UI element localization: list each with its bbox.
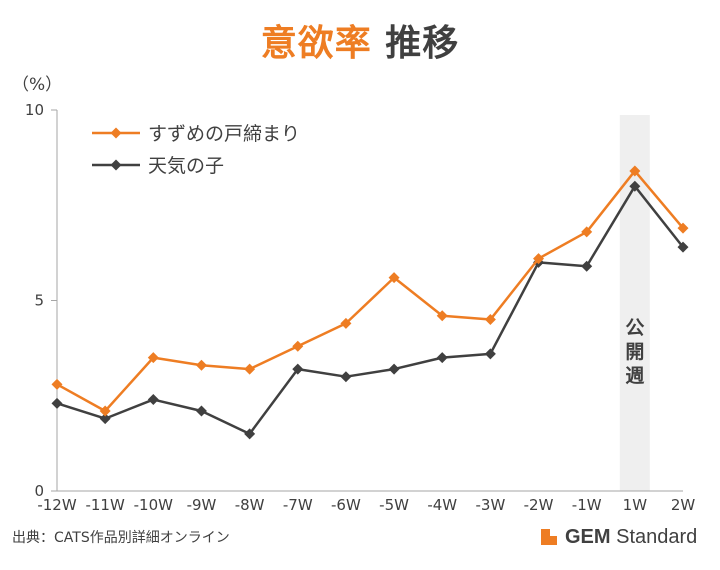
x-tick-label: -1W: [572, 496, 602, 514]
series-line: [56, 184, 684, 436]
data-point: [340, 317, 352, 329]
brand-mark-icon: [541, 529, 557, 545]
y-axis-unit: （%）: [12, 75, 63, 95]
data-point: [244, 363, 256, 375]
brand-name: GEM Standard: [565, 526, 697, 549]
data-point: [147, 352, 159, 364]
x-tick-label: -8W: [235, 496, 265, 514]
data-point: [99, 405, 111, 417]
title-rest: 推移: [385, 23, 460, 64]
highlight-label-char: 週: [625, 365, 644, 387]
brand-rest: Standard: [610, 525, 698, 548]
highlight-label-char: 開: [625, 341, 644, 363]
data-point: [581, 226, 593, 238]
data-point: [244, 428, 256, 440]
x-tick-label: -9W: [187, 496, 217, 514]
legend-marker: [110, 127, 122, 139]
data-point: [629, 180, 641, 192]
data-point: [388, 272, 400, 284]
x-tick-label: -3W: [475, 496, 505, 514]
highlight-label-char: 公: [625, 317, 644, 339]
data-point: [484, 348, 496, 360]
x-tick-label: -5W: [379, 496, 409, 514]
brand-bold: GEM: [565, 525, 611, 548]
highlight-band: [619, 115, 650, 491]
data-point: [340, 371, 352, 383]
x-tick-label: -12W: [37, 496, 76, 514]
x-tick-label: 2W: [671, 496, 696, 514]
brand-logo: GEM Standard: [541, 525, 697, 549]
x-tick-label: -2W: [524, 496, 554, 514]
data-point: [195, 359, 207, 371]
legend-label: すずめの戸締まり: [148, 123, 300, 145]
chart-title: 意欲率 推移: [0, 14, 720, 66]
data-point: [677, 241, 689, 253]
data-point: [533, 253, 545, 265]
data-point: [292, 363, 304, 375]
data-point: [436, 352, 448, 364]
x-tick-label: -10W: [134, 496, 173, 514]
data-point: [51, 378, 63, 390]
data-point: [147, 394, 159, 406]
data-point: [51, 397, 63, 409]
legend-label: 天気の子: [148, 155, 224, 177]
y-tick-label: 5: [34, 292, 44, 310]
x-tick-label: -4W: [427, 496, 457, 514]
x-tick-label: -6W: [331, 496, 361, 514]
data-point: [436, 310, 448, 322]
series-line: [56, 169, 684, 413]
data-point: [677, 222, 689, 234]
data-point: [99, 413, 111, 425]
legend-marker: [110, 159, 122, 171]
data-point: [195, 405, 207, 417]
source-note: 出典：CATS作品別詳細オンライン: [12, 530, 230, 546]
y-tick-label: 0: [34, 482, 44, 500]
data-point: [388, 363, 400, 375]
title-accent: 意欲率: [260, 23, 372, 64]
x-tick-label: -11W: [85, 496, 124, 514]
data-point: [629, 165, 641, 177]
x-tick-label: 1W: [623, 496, 648, 514]
y-tick-label: 10: [25, 101, 44, 119]
data-point: [484, 314, 496, 326]
data-point: [292, 340, 304, 352]
x-tick-label: -7W: [283, 496, 313, 514]
data-point: [581, 260, 593, 272]
